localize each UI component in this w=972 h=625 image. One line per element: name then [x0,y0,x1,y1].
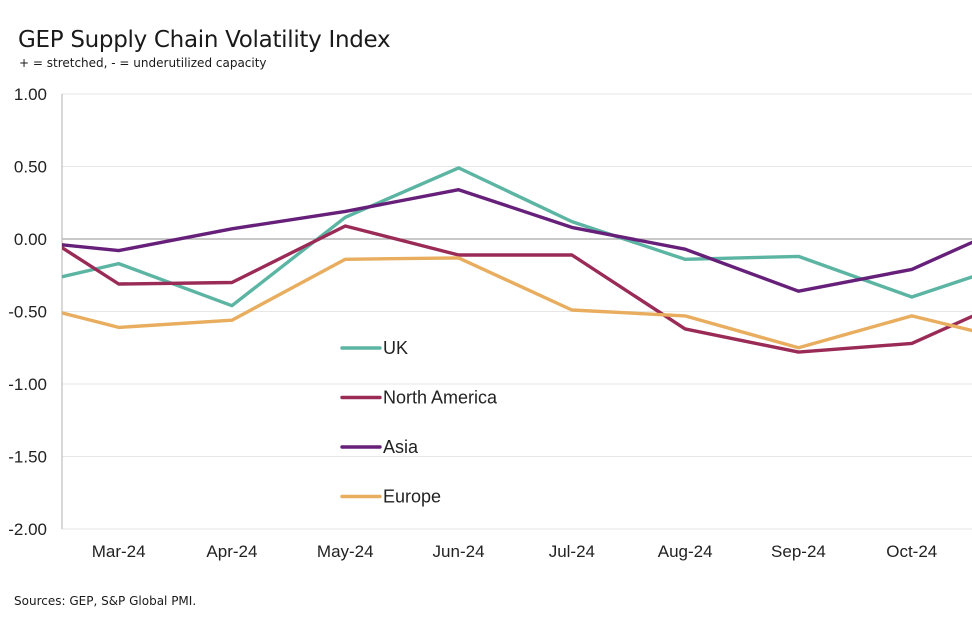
y-tick-label: -0.50 [8,303,47,322]
legend-label: Asia [383,437,419,457]
y-tick-label: -2.00 [8,520,47,539]
x-axis-ticks: Mar-24 Apr-24 May-24 Jun-24 Jul-24 Aug-24 Sep-… [92,542,938,561]
x-tick-label: Jun-24 [433,542,485,561]
y-tick-label: 0.00 [14,230,47,249]
y-tick-label: -1.50 [8,448,47,467]
x-tick-label: Sep-24 [771,542,826,561]
legend-item-uk[interactable]: UK [340,338,408,358]
x-tick-label: Mar-24 [92,542,146,561]
x-tick-label: Apr-24 [206,542,257,561]
x-tick-label: Aug-24 [658,542,713,561]
source-note: Sources: GEP, S&P Global PMI. [14,594,197,608]
legend-item-asia[interactable]: Asia [340,437,419,457]
series-line-north-america [62,224,972,354]
legend-label: Europe [383,487,441,507]
legend-label: UK [383,338,408,358]
series-lines [62,166,972,354]
x-tick-label: Oct-24 [886,542,937,561]
y-tick-label: 1.00 [14,85,47,104]
chart-subtitle: + = stretched, - = underutilized capacit… [19,56,267,70]
legend-label: North America [383,388,498,408]
gridlines [61,93,972,530]
series-line-europe [62,256,972,350]
legend-item-north-america[interactable]: North America [340,388,498,408]
series-line-asia [62,187,972,293]
legend-item-europe[interactable]: Europe [340,487,441,507]
y-axis-ticks: 1.00 0.50 0.00 -0.50 -1.00 -1.50 -2.00 [8,85,47,539]
y-tick-label: -1.00 [8,375,47,394]
chart-title: GEP Supply Chain Volatility Index [18,27,391,53]
y-tick-label: 0.50 [14,158,47,177]
x-tick-label: Jul-24 [549,542,595,561]
x-tick-label: May-24 [317,542,374,561]
legend: UK North America Asia Europe [340,338,498,507]
